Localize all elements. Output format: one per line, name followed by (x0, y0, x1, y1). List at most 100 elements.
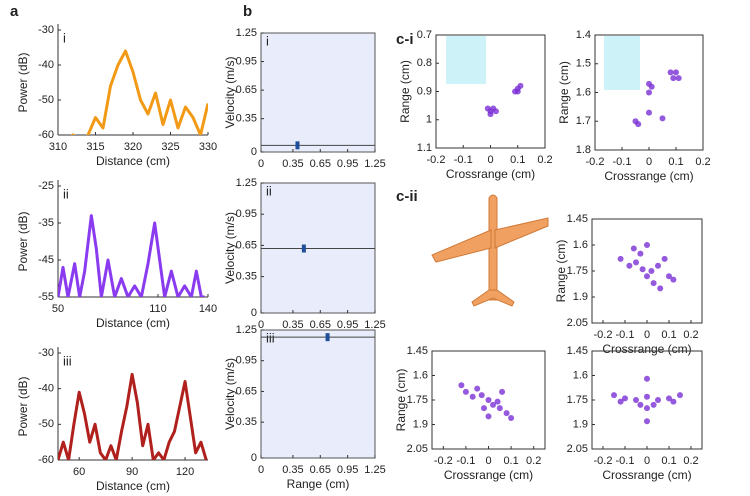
plot-area (260, 182, 376, 314)
y-tick-label: 0.95 (236, 355, 257, 367)
subpanel-label: iii (63, 353, 72, 368)
x-tick-label: 0 (644, 455, 650, 467)
target-marker (301, 244, 306, 253)
x-tick-label: 0 (646, 156, 652, 168)
x-tick-label: 0.95 (337, 464, 358, 476)
x-axis-label: Crossrange (cm) (602, 468, 691, 482)
plot-area (591, 218, 703, 324)
subpanel-label: i (266, 33, 269, 48)
panel-label: a (10, 3, 19, 20)
x-tick-label: 0.65 (310, 158, 331, 170)
x-tick-label: 0.2 (526, 455, 541, 467)
point (646, 89, 652, 96)
point (644, 375, 650, 382)
x-tick-label: 0 (258, 464, 264, 476)
x-tick-label: 0.35 (282, 319, 303, 331)
point (655, 397, 661, 403)
x-tick-label: 0 (485, 455, 491, 467)
y-axis-label: Power (dB) (16, 211, 30, 271)
plot (58, 372, 208, 460)
y-tick-label: 1.8 (576, 144, 591, 156)
x-tick-label: 0.2 (683, 329, 698, 341)
subpanel-label: iii (266, 330, 275, 345)
y-tick-label: 1.75 (567, 394, 588, 406)
x-tick-label: 0 (644, 329, 650, 341)
point (637, 401, 644, 408)
point (670, 75, 677, 82)
point (667, 69, 674, 76)
y-tick-label: 2.05 (407, 443, 428, 455)
y-tick-label: 1.75 (407, 394, 428, 406)
y-tick-label: 1.9 (573, 291, 588, 303)
x-tick-label: 0.35 (282, 158, 303, 170)
x-tick-label: 0.65 (310, 464, 331, 476)
point (650, 401, 657, 408)
x-axis-label: Crossrange (cm) (604, 169, 693, 183)
point (644, 273, 650, 280)
subpanel-label: i (63, 30, 66, 45)
point (644, 393, 650, 400)
plot (617, 242, 677, 292)
x-tick-label: 0.65 (310, 319, 331, 331)
x-axis-label: Crossrange (cm) (446, 167, 535, 181)
y-tick-label: 2.05 (567, 443, 588, 455)
y-axis-label: Range (cm) (557, 61, 571, 124)
point (485, 397, 492, 403)
y-tick-label: 1.6 (413, 369, 428, 381)
x-tick-label: 0.2 (695, 156, 710, 168)
x-tick-label: 0.1 (503, 455, 518, 467)
y-tick-label: 0.35 (236, 271, 257, 283)
point (469, 393, 476, 400)
x-tick-label: 320 (124, 141, 142, 153)
inset (604, 36, 640, 90)
x-axis-label: Crossrange (cm) (602, 342, 691, 356)
point (644, 405, 650, 412)
y-tick-label: -50 (38, 94, 54, 106)
x-tick-label: 0.1 (510, 154, 525, 166)
y-tick-label: 1 (426, 114, 432, 126)
point (639, 266, 646, 273)
point (655, 262, 661, 269)
y-tick-label: 1.6 (573, 239, 588, 251)
point (517, 82, 524, 89)
point (474, 385, 481, 392)
x-axis-label: Distance (cm) (96, 479, 170, 493)
point (650, 280, 657, 287)
x-tick-label: 50 (52, 303, 64, 315)
plot (261, 333, 375, 342)
point (633, 397, 639, 403)
plot-area (260, 329, 376, 459)
y-tick-label: 1.45 (567, 345, 588, 357)
y-tick-label: 0.95 (236, 208, 257, 220)
y-tick-label: 1.75 (567, 265, 588, 277)
x-tick-label: 120 (176, 466, 194, 478)
y-tick-label: 1.6 (573, 369, 588, 381)
y-tick-label: -35 (38, 217, 54, 229)
y-tick-label: -45 (38, 254, 54, 266)
point (635, 121, 642, 128)
plot (632, 69, 682, 128)
point (670, 398, 677, 405)
y-tick-label: 0.65 (236, 84, 257, 96)
point (458, 382, 465, 389)
y-tick-label: 1.45 (567, 213, 588, 225)
x-tick-label: 0.1 (661, 329, 676, 341)
data-line (70, 49, 208, 135)
point (492, 108, 499, 115)
y-tick-label: 0.65 (236, 239, 257, 251)
x-tick-label: -0.1 (616, 455, 635, 467)
panel-label: c-i (396, 31, 414, 48)
y-tick-label: -60 (38, 129, 54, 141)
y-tick-label: 0.35 (236, 113, 257, 125)
x-tick-label: 0.2 (537, 154, 552, 166)
x-tick-label: 1.25 (364, 464, 385, 476)
point (503, 410, 510, 417)
y-tick-label: -60 (38, 454, 54, 466)
point (478, 392, 485, 399)
y-axis-label: Velocity (m/s) (223, 212, 237, 284)
x-tick-label: 0 (258, 319, 264, 331)
x-tick-label: -0.2 (586, 156, 605, 168)
x-tick-label: -0.2 (594, 329, 613, 341)
y-tick-label: 0.9 (417, 85, 432, 97)
